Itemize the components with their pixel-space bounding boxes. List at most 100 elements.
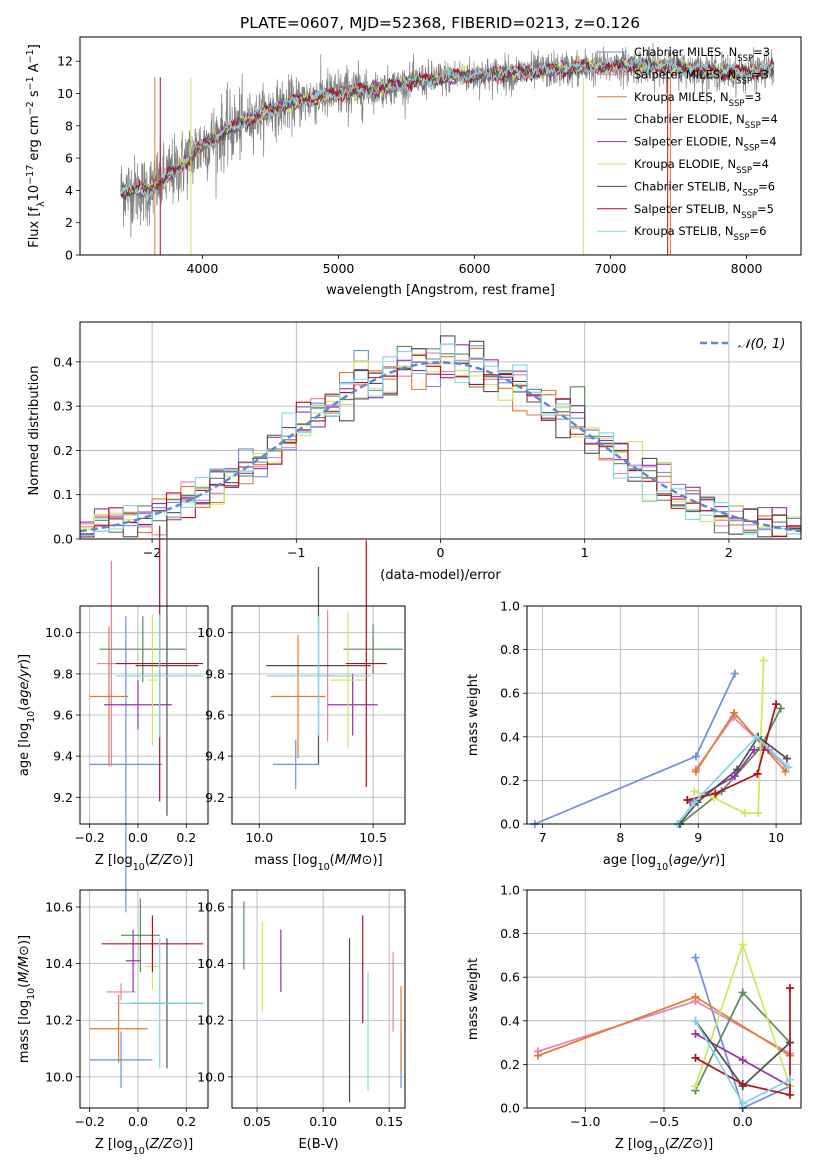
label-part: 10	[133, 1146, 145, 1157]
legend-nssp: =4	[752, 157, 769, 171]
axes-frame	[231, 605, 406, 825]
weight-marker	[776, 704, 785, 713]
x-axis-label: E(B-V)	[298, 1137, 338, 1152]
legend-name: Chabrier STELIB, N	[634, 179, 742, 193]
weight-marker	[690, 798, 699, 807]
axes-frame	[79, 605, 209, 825]
label-part: Z [log	[95, 1137, 133, 1152]
weight-marker	[785, 984, 794, 993]
x-axis-label: mass [log10(M/M⊙)]	[254, 853, 382, 873]
label-part: M/M⊙	[335, 853, 373, 868]
histogram-step-8	[80, 343, 801, 537]
label-part: Z [log	[615, 1137, 653, 1152]
x-tick-label: 0.10	[309, 1114, 337, 1129]
y-tick-label: 0.2	[53, 443, 73, 458]
label-part: −1	[25, 49, 36, 63]
y-tick-label: 10.2	[197, 1013, 225, 1028]
legend-name: Kroupa ELODIE, N	[634, 157, 736, 171]
y-tick-label: 10.6	[45, 899, 73, 914]
label-part: (	[145, 1137, 150, 1152]
y-tick-label: 9.4	[53, 749, 73, 764]
legend-nssp: =4	[760, 135, 777, 149]
legend-name: Salpeter MILES, N	[634, 67, 736, 81]
label-part: erg cm	[27, 115, 42, 164]
legend-entry: Salpeter STELIB, NSSP=5	[634, 202, 774, 221]
axes-frame	[79, 321, 802, 540]
y-tick-label: 10.0	[197, 1069, 225, 1084]
label-part: ]	[27, 44, 42, 49]
weight-marker	[691, 1016, 700, 1025]
x-tick-label: 7000	[595, 261, 627, 276]
y-tick-label: 9.2	[205, 790, 225, 805]
x-tick-label: 10.0	[245, 830, 273, 845]
weight-marker	[690, 787, 699, 796]
x-tick-label: 5000	[323, 261, 355, 276]
legend-nssp: =5	[757, 202, 774, 216]
label-part: )]	[703, 1137, 713, 1152]
label-part: E(B-V)	[298, 1137, 338, 1152]
label-part: )]	[372, 853, 382, 868]
label-part: −1	[25, 76, 36, 90]
x-tick-label: 0.0	[733, 1114, 753, 1129]
weight-marker	[691, 767, 700, 776]
plot-area	[120, 42, 775, 255]
label-part: )]	[17, 654, 32, 664]
weight-marker	[750, 745, 759, 754]
weight-marker	[738, 1056, 747, 1065]
weight-marker	[740, 809, 749, 818]
weight-marker	[691, 953, 700, 962]
label-part: 10	[133, 862, 145, 873]
label-part: Z/Z⊙	[149, 1137, 183, 1152]
weight-marker	[691, 992, 700, 1001]
legend-name: Chabrier ELODIE, N	[634, 112, 745, 126]
label-part: −2	[25, 101, 36, 115]
legend-sub: SSP	[736, 76, 752, 86]
weight-marker	[784, 763, 793, 772]
axes-frame	[526, 889, 802, 1109]
label-part: (	[17, 983, 32, 988]
x-tick-label: −0.5	[649, 1114, 679, 1129]
weight-line	[687, 703, 777, 801]
y-tick-label: 1.0	[500, 883, 520, 898]
weight-line	[534, 673, 736, 825]
y-axis-label: mass [log10(M/M⊙)]	[17, 935, 37, 1063]
x-tick-label: 7	[539, 830, 547, 845]
label-part: )]	[183, 1137, 193, 1152]
legend-nssp: =3	[752, 67, 769, 81]
y-tick-label: 10.0	[45, 1069, 73, 1084]
y-tick-label: 9.6	[205, 708, 225, 723]
y-tick-label: 9.8	[205, 666, 225, 681]
y-tick-label: 0.2	[500, 1057, 520, 1072]
weight-marker	[691, 1029, 700, 1038]
label-part: age/yr	[673, 853, 716, 868]
x-axis-label: (data-model)/error	[380, 568, 501, 583]
axes-frame	[79, 36, 802, 256]
weight-marker	[691, 1082, 700, 1091]
weight-marker	[691, 1053, 700, 1062]
y-tick-label: 0.4	[500, 1013, 520, 1028]
label-part: )]	[17, 935, 32, 945]
legend-sub: SSP	[744, 144, 760, 154]
x-tick-label: 9	[694, 830, 702, 845]
label-part: −17	[25, 165, 36, 185]
legend-name: Kroupa MILES, N	[634, 90, 729, 104]
x-tick-label: 10.5	[359, 830, 387, 845]
y-tick-label: 6	[65, 151, 73, 166]
legend-entry: Kroupa ELODIE, NSSP=4	[634, 157, 769, 176]
label-part: Flux [f	[27, 207, 42, 248]
legend-entry: Chabrier STELIB, NSSP=6	[634, 179, 775, 198]
plot-area	[243, 901, 402, 1103]
weight-marker	[759, 656, 768, 665]
y-tick-label: 4	[65, 183, 73, 198]
y-tick-label: 9.2	[53, 790, 73, 805]
weight-marker	[738, 988, 747, 997]
legend-nssp: =4	[761, 112, 778, 126]
label-part: 10	[26, 988, 37, 1000]
weight-marker	[785, 1075, 794, 1084]
label-part: Z/Z⊙	[669, 1137, 703, 1152]
x-tick-label: 0.0	[128, 830, 148, 845]
label-part: Z [log	[95, 853, 133, 868]
label-part: (	[145, 853, 150, 868]
x-axis-label: age [log10(age/yr)]	[603, 853, 725, 873]
